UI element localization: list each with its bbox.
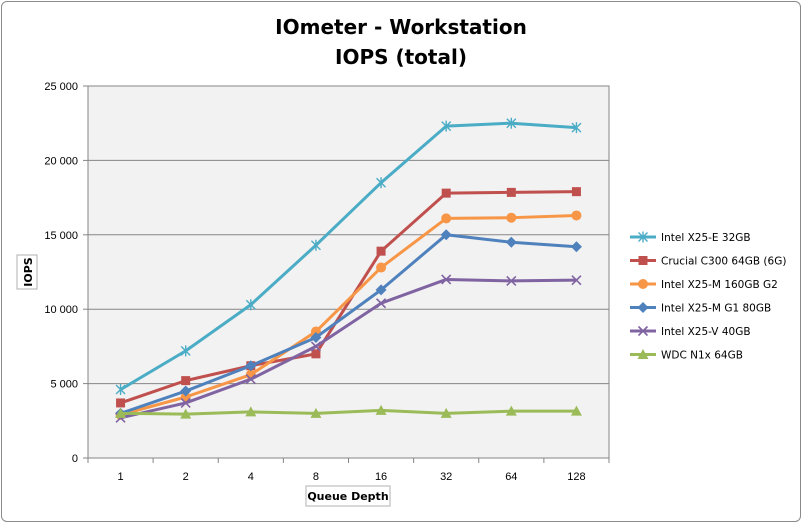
series-line: [120, 408, 577, 416]
legend-marker: [638, 256, 648, 265]
data-point: [310, 407, 322, 418]
x-tick-label: 4: [248, 471, 254, 483]
legend-marker: [638, 231, 648, 243]
data-point: [570, 241, 582, 253]
y-axis-labels: 0 5 000 10 000 15 000 20 000 25 000: [44, 81, 78, 465]
data-point: [440, 407, 452, 418]
x-axis-ticks: [87, 458, 610, 463]
data-point: [506, 117, 517, 129]
data-point: [375, 284, 387, 296]
data-point: [571, 210, 582, 221]
x-tick-label: 8: [313, 471, 319, 483]
data-point: [376, 246, 386, 256]
series-wdc-n1x-64gb: [115, 404, 582, 419]
data-point: [245, 299, 256, 311]
data-point: [506, 275, 517, 286]
legend-label: Intel X25-E 32GB: [661, 232, 751, 244]
x-axis-title-text: Queue Depth: [307, 490, 388, 503]
chart-title: IOmeter - Workstation: [275, 15, 527, 39]
legend-marker: [637, 302, 649, 313]
x-tick-label: 1: [118, 471, 124, 483]
data-point: [440, 229, 452, 241]
legend-label: WDC N1x 64GB: [661, 350, 743, 362]
x-tick-label: 16: [375, 471, 387, 483]
y-tick-label: 15 000: [44, 230, 78, 242]
legend-entry: WDC N1x 64GB: [630, 349, 743, 362]
data-point: [180, 397, 191, 409]
data-point: [505, 236, 517, 248]
series-line: [120, 233, 577, 415]
data-point: [441, 120, 452, 132]
series-line: [120, 277, 577, 420]
legend-label: Crucial C300 64GB (6G): [661, 256, 786, 268]
legend-label: Intel X25-V 40GB: [661, 326, 751, 338]
data-point: [116, 398, 126, 408]
data-point: [310, 341, 322, 352]
data-point: [375, 298, 387, 309]
data-point: [245, 406, 257, 417]
data-point: [310, 331, 322, 343]
legend-marker: [637, 349, 649, 359]
series-intel-x25-v-40gb: [115, 274, 582, 423]
series-intel-x25-m-g1-80gb: [115, 229, 582, 419]
data-point: [441, 213, 452, 224]
data-point: [506, 212, 517, 223]
data-point: [571, 275, 582, 286]
data-point: [310, 239, 321, 251]
y-tick-label: 5 000: [50, 379, 78, 391]
y-axis-title-text: IOPS: [22, 257, 35, 287]
data-point: [441, 188, 451, 198]
data-point: [376, 262, 387, 273]
data-point: [311, 349, 321, 359]
series-line: [120, 190, 577, 405]
chart-subtitle: IOPS (total): [335, 45, 467, 69]
legend-marker: [638, 279, 648, 289]
data-point: [180, 408, 192, 419]
legend-entry: Intel X25-M 160GB G2: [630, 279, 778, 291]
data-point: [180, 385, 192, 397]
series-crucial-c300-64gb-6g: [116, 187, 581, 408]
data-point: [570, 405, 582, 416]
series-line: [120, 213, 577, 417]
legend-entry: Intel X25-V 40GB: [630, 325, 751, 338]
x-axis-title: Queue Depth: [305, 485, 391, 507]
x-tick-label: 128: [567, 471, 585, 483]
y-tick-label: 20 000: [44, 155, 78, 167]
data-point: [441, 274, 452, 285]
data-point: [181, 376, 191, 386]
y-axis-title: IOPS: [16, 254, 38, 290]
data-point: [571, 187, 581, 197]
legend-entry: Intel X25-M G1 80GB: [630, 302, 771, 315]
data-point: [115, 384, 126, 396]
data-point: [571, 122, 582, 134]
data-point: [506, 187, 516, 197]
y-tick-label: 25 000: [44, 81, 78, 93]
data-point: [115, 407, 127, 418]
x-tick-label: 32: [440, 471, 452, 483]
data-point: [375, 404, 387, 415]
series-intel-x25-e-32gb: [115, 117, 582, 396]
series-line: [119, 121, 577, 391]
data-point: [376, 177, 387, 189]
series-layer: [115, 117, 582, 423]
legend-marker: [637, 325, 649, 337]
x-tick-label: 64: [505, 471, 517, 483]
y-tick-label: 0: [72, 453, 78, 465]
y-tick-label: 10 000: [44, 304, 78, 316]
x-tick-label: 2: [183, 471, 189, 483]
data-point: [245, 360, 257, 372]
data-point: [245, 374, 256, 385]
data-point: [180, 345, 191, 357]
legend-entry: Crucial C300 64GB (6G): [630, 256, 786, 268]
legend: Intel X25-E 32GB Crucial C300 64GB (6G) In…: [630, 231, 786, 362]
legend-label: Intel X25-M 160GB G2: [661, 279, 778, 291]
legend-label: Intel X25-M G1 80GB: [661, 303, 771, 315]
gridlines: [83, 85, 609, 459]
data-point: [505, 405, 517, 416]
x-axis-labels: 1 2 4 8 16 32 64 128: [118, 471, 586, 483]
legend-entry: Intel X25-E 32GB: [630, 231, 751, 244]
